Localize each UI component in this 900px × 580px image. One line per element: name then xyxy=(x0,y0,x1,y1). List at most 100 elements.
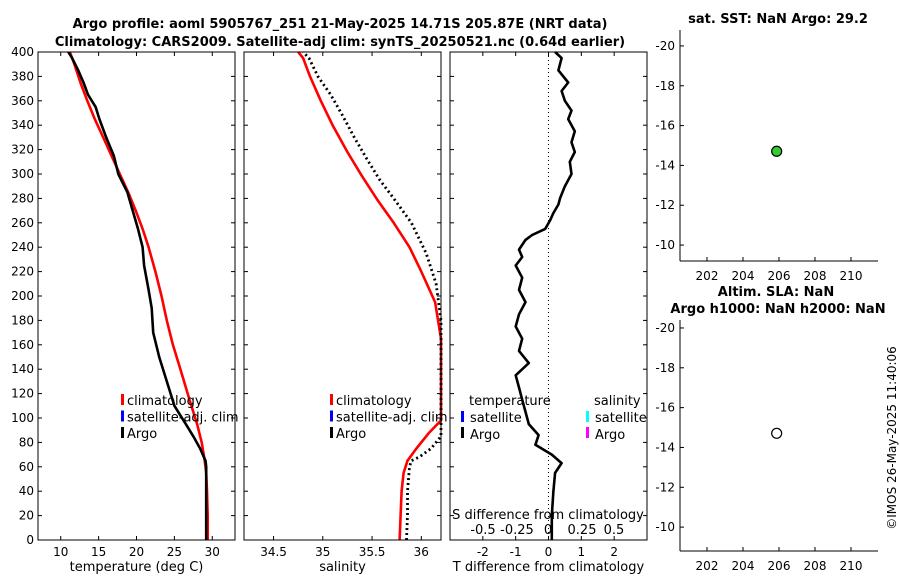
sst-map-title: sat. SST: NaN Argo: 29.2 xyxy=(688,12,868,27)
sla_map-xtick-label: 204 xyxy=(732,559,755,573)
sdiff-tick-label: -0.5 xyxy=(470,523,495,538)
temperature-frame xyxy=(37,51,236,541)
difference-frame xyxy=(449,51,648,541)
difference-xlabel: T difference from climatology xyxy=(452,560,645,575)
sal-legend-swatch xyxy=(330,410,333,422)
temperature-xtick-label: 30 xyxy=(205,545,220,559)
imos-timestamp: ©IMOS 26-May-2025 11:40:06 xyxy=(885,346,899,530)
sla-map-title: Altim. SLA: NaN xyxy=(718,285,834,300)
diff-legend-sal-argo-swatch xyxy=(586,427,589,438)
sla_map-ytick-label: -12 xyxy=(655,480,675,494)
sla_map-ytick-label: -14 xyxy=(655,440,675,454)
temp-legend-swatch xyxy=(121,427,124,438)
sst_map-ytick-label: -18 xyxy=(655,79,675,93)
depth-tick-label: 120 xyxy=(11,387,34,401)
difference-panel: -2 -1 0 1 2T difference from climatology xyxy=(450,51,647,575)
sst_map-xtick-label: 210 xyxy=(840,269,863,283)
sst_map-xtick-label: 204 xyxy=(732,269,755,283)
temperature-xtick-label: 10 xyxy=(53,545,68,559)
sla_map-ytick-label: -18 xyxy=(655,361,675,375)
diff-legend-temp-sat-swatch xyxy=(461,411,464,422)
sst_map-panel: 202 204 206 208 210 -10 -12 -14 -16 -18 -20 xyxy=(655,30,878,283)
depth-tick-label: 380 xyxy=(11,69,34,83)
depth-tick-label: 220 xyxy=(11,265,34,279)
difference-xtick-label: 0 xyxy=(545,545,553,559)
sst_map-argo-point xyxy=(771,145,783,157)
depth-tick-label: 180 xyxy=(11,313,34,327)
sal-legend-label: satellite-adj. clim xyxy=(336,411,448,426)
depth-tick-label: 100 xyxy=(11,411,34,425)
depth-tick-label: 140 xyxy=(11,362,34,376)
temperature-xlabel: temperature (deg C) xyxy=(70,560,204,575)
salinity-xtick-label: 35.5 xyxy=(359,545,386,559)
figure-title-line1: Argo profile: aoml 5905767_251 21-May-20… xyxy=(73,17,608,32)
temperature-xtick-label: 15 xyxy=(91,545,106,559)
salinity-xtick-label: 34.5 xyxy=(260,545,287,559)
diff-legend: temperature satellite Argo salinity satellit… xyxy=(452,394,647,538)
salinity-frame xyxy=(243,51,442,541)
sla_map-ytick-label: -10 xyxy=(655,520,675,534)
diff-legend-temp-argo: Argo xyxy=(470,428,500,443)
sla_map-xtick-label: 202 xyxy=(696,559,719,573)
sst_map-ytick-label: -14 xyxy=(655,158,675,172)
temp-legend-label: Argo xyxy=(127,427,157,442)
difference-xtick-label: -1 xyxy=(510,545,522,559)
diff-legend-sal-argo: Argo xyxy=(595,428,625,443)
depth-tick-label: 60 xyxy=(19,460,34,474)
sal-legend-label: Argo xyxy=(336,427,366,442)
temperature-xtick-label: 20 xyxy=(129,545,144,559)
sst_map-ytick-label: -16 xyxy=(655,119,675,133)
depth-tick-label: 260 xyxy=(11,216,34,230)
temperature-series-climatology xyxy=(68,51,209,540)
diff-legend-sal-title: salinity xyxy=(594,394,641,409)
figure-title-line2: Climatology: CARS2009. Satellite-adj cli… xyxy=(55,35,625,50)
sla_map-xtick-label: 210 xyxy=(840,559,863,573)
depth-tick-label: 160 xyxy=(11,338,34,352)
sla_map-ytick-label: -16 xyxy=(655,401,675,415)
salinity-xtick-label: 36 xyxy=(414,545,429,559)
sla_map-argo-point xyxy=(771,427,783,439)
diff-legend-temp-sat: satellite xyxy=(470,411,522,426)
depth-tick-label: 400 xyxy=(11,45,34,59)
sla_map-ytick-label: -20 xyxy=(655,321,675,335)
sdiff-tick-label: 0 xyxy=(544,523,552,538)
depth-tick-label: 360 xyxy=(11,94,34,108)
temp-legend-swatch xyxy=(121,394,124,405)
depth-tick-label: 300 xyxy=(11,167,34,181)
salinity-panel: 34.5 35 35.5 36 salinity xyxy=(244,51,443,575)
sdiff-tick-label: 0.25 xyxy=(568,523,597,538)
temperature-xtick-label: 25 xyxy=(167,545,182,559)
depth-tick-label: 280 xyxy=(11,191,34,205)
sst_map-ytick-label: -10 xyxy=(655,238,675,252)
sst_map-xtick-label: 206 xyxy=(768,269,791,283)
sst_map-xtick-label: 202 xyxy=(696,269,719,283)
sal-legend-swatch xyxy=(330,427,333,438)
depth-tick-label: 200 xyxy=(11,289,34,303)
temp-legend-label: satellite-adj. clim xyxy=(127,411,239,426)
temperature-panel: 10 15 20 25 30020406080100120140160180200220… xyxy=(11,45,235,575)
sla-map-title2: Argo h1000: NaN h2000: NaN xyxy=(670,302,885,317)
sla_map-panel: 202 204 206 208 210 -10 -12 -14 -16 -18 -20 xyxy=(655,320,878,573)
temperature-series-argo xyxy=(67,51,208,540)
plot-layer: 10 15 20 25 30020406080100120140160180200220… xyxy=(11,30,878,575)
salinity-series-argo xyxy=(302,51,443,541)
difference-series-argo xyxy=(514,51,577,540)
depth-tick-label: 340 xyxy=(11,118,34,132)
salinity-xlabel: salinity xyxy=(319,560,366,575)
depth-tick-label: 240 xyxy=(11,240,34,254)
temp-legend-label: climatology xyxy=(127,394,203,409)
depth-tick-label: 80 xyxy=(19,435,34,449)
sst_map-xtick-label: 208 xyxy=(804,269,827,283)
diff-legend-sal-sat-swatch xyxy=(586,411,589,422)
difference-xtick-label: -2 xyxy=(477,545,489,559)
sst_map-ytick-label: -12 xyxy=(655,198,675,212)
depth-tick-label: 40 xyxy=(19,484,34,498)
difference-xtick-label: 1 xyxy=(578,545,586,559)
sst_map-ytick-label: -20 xyxy=(655,39,675,53)
sal-legend-label: climatology xyxy=(336,394,412,409)
depth-tick-label: 320 xyxy=(11,143,34,157)
sdiff-tick-label: 0.5 xyxy=(604,523,625,538)
